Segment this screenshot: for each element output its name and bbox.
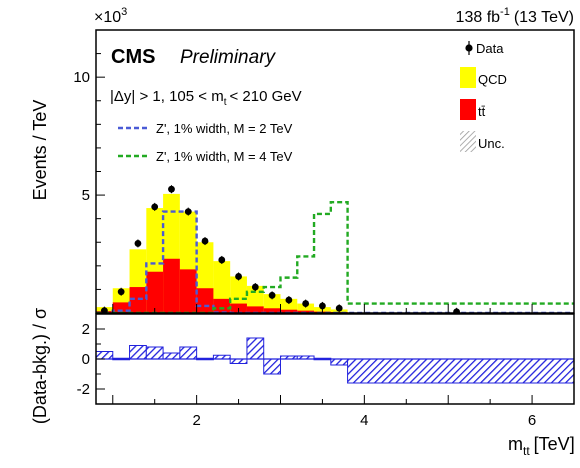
cms-label: CMS bbox=[111, 46, 155, 68]
ratio-bar bbox=[263, 358, 281, 375]
data-point bbox=[453, 308, 460, 313]
ratio-bar bbox=[162, 352, 181, 360]
ratio-bar bbox=[129, 345, 147, 360]
data-point bbox=[100, 307, 108, 313]
data-point bbox=[117, 288, 125, 296]
data-point bbox=[319, 302, 326, 310]
y-tick-label-ratio: -2 bbox=[77, 381, 90, 398]
x-tick-label: 2 bbox=[192, 412, 200, 429]
axes: 2 4 6 5 10 -2 0 2 bbox=[73, 53, 536, 429]
y-tick-label-ratio: 0 bbox=[82, 351, 90, 368]
data-point bbox=[168, 185, 175, 193]
main-plot-area bbox=[96, 185, 574, 313]
ratio-bar bbox=[179, 346, 198, 360]
data-point bbox=[285, 296, 293, 304]
data-point bbox=[235, 273, 242, 280]
qcd-bar bbox=[297, 303, 315, 313]
ratio-plot-area bbox=[96, 337, 574, 384]
ttbar-bar bbox=[146, 271, 164, 313]
ratio-bar bbox=[246, 337, 265, 360]
x-axis-label: mtt [TeV] bbox=[508, 434, 575, 458]
y-tick-label-main: 10 bbox=[73, 69, 90, 86]
preliminary-label: Preliminary bbox=[180, 47, 277, 68]
data-point bbox=[218, 256, 226, 264]
ratio-bar bbox=[330, 358, 349, 366]
multiplier-label: ×103 bbox=[94, 6, 127, 26]
data-point bbox=[335, 304, 343, 312]
y-axis-label-main: Events / TeV bbox=[30, 100, 50, 201]
ttbar-bar bbox=[280, 309, 298, 313]
data-point bbox=[201, 237, 209, 245]
legend-data-label: Data bbox=[476, 41, 504, 56]
legend-zp2-label: Z', 1% width, M = 2 TeV bbox=[156, 121, 293, 136]
ttbar-bar bbox=[112, 302, 130, 313]
ttbar-bar bbox=[213, 298, 231, 313]
data-point bbox=[151, 203, 159, 211]
legend-unc-swatch bbox=[460, 131, 476, 152]
data-point bbox=[251, 283, 259, 291]
data-point bbox=[134, 240, 142, 247]
x-tick-label: 4 bbox=[360, 412, 368, 429]
y-axis-label-ratio: (Data-bkg.) / σ bbox=[30, 308, 50, 424]
legend-ttbar-label: tt̄ bbox=[478, 104, 486, 119]
ttbar-bar bbox=[263, 308, 281, 313]
y-tick-label-main: 5 bbox=[82, 187, 90, 204]
ratio-bar bbox=[229, 358, 248, 364]
ratio-bar bbox=[347, 358, 574, 384]
zprime-signal-line bbox=[96, 210, 574, 313]
qcd-bar bbox=[280, 298, 298, 313]
data-point bbox=[268, 291, 276, 299]
ratio-bar bbox=[145, 346, 164, 360]
x-tick-label: 6 bbox=[528, 412, 536, 429]
zprime-signal-line bbox=[96, 200, 574, 313]
legend-qcd-swatch bbox=[460, 67, 476, 88]
ttbar-bar bbox=[246, 306, 264, 313]
lumi-label: 138 fb-1 (13 TeV) bbox=[456, 6, 574, 26]
ratio-bar bbox=[96, 351, 114, 360]
ttbar-bar bbox=[179, 269, 197, 313]
ttbar-bar bbox=[196, 288, 214, 313]
legend-qcd-label: QCD bbox=[478, 72, 507, 87]
legend-zp4-label: Z', 1% width, M = 4 TeV bbox=[156, 149, 293, 164]
data-point bbox=[184, 208, 192, 215]
legend-unc-label: Unc. bbox=[478, 136, 505, 151]
ttbar-bar bbox=[163, 258, 180, 313]
selection-label: |Δy| > 1, 105 < mt < 210 GeV bbox=[110, 88, 302, 108]
legend-ttbar-swatch bbox=[460, 99, 476, 120]
y-tick-label-ratio: 2 bbox=[82, 321, 90, 338]
data-point bbox=[302, 300, 310, 307]
